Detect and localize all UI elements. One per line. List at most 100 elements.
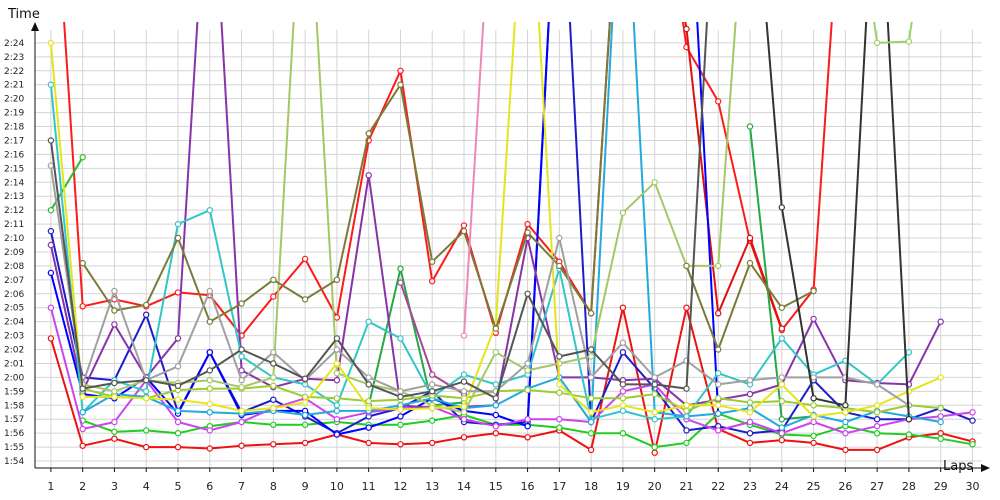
data-point xyxy=(174,418,182,426)
series-line-14 xyxy=(82,384,941,414)
data-point xyxy=(397,81,404,88)
data-point xyxy=(111,321,118,328)
x-tick-label: 15 xyxy=(489,480,503,493)
x-tick-label: 19 xyxy=(616,480,630,493)
x-tick-label: 22 xyxy=(711,480,725,493)
data-point xyxy=(778,436,786,444)
y-tick-label: 2:01 xyxy=(4,359,24,369)
data-point xyxy=(810,374,817,381)
data-point xyxy=(47,227,55,235)
data-point xyxy=(715,310,722,317)
data-point xyxy=(937,435,944,442)
data-point xyxy=(270,276,277,283)
data-point xyxy=(397,413,404,420)
data-point xyxy=(429,404,436,412)
data-point xyxy=(47,81,55,88)
data-point xyxy=(492,402,499,409)
y-tick-label: 1:57 xyxy=(4,415,24,425)
data-point xyxy=(556,234,563,242)
data-point xyxy=(79,425,86,433)
y-tick-label: 1:56 xyxy=(4,429,24,439)
data-point xyxy=(301,421,309,428)
x-tick-label: 29 xyxy=(934,480,948,493)
data-point xyxy=(556,262,563,270)
data-point xyxy=(619,339,627,346)
data-point xyxy=(492,325,499,332)
data-point xyxy=(174,382,182,389)
data-point xyxy=(651,374,658,381)
x-tick-label: 6 xyxy=(206,480,213,493)
y-tick-label: 2:24 xyxy=(4,39,24,49)
y-tick-label: 1:59 xyxy=(4,387,24,397)
data-point xyxy=(111,307,118,314)
data-point xyxy=(238,353,245,360)
data-point xyxy=(47,269,55,277)
y-tick-label: 2:12 xyxy=(4,206,24,216)
data-point xyxy=(429,278,436,285)
x-tick-label: 30 xyxy=(965,480,979,493)
x-tick-label: 27 xyxy=(870,480,884,493)
data-point xyxy=(683,413,690,420)
data-point xyxy=(778,430,786,437)
data-point xyxy=(778,424,786,431)
data-point xyxy=(365,374,372,381)
data-point xyxy=(460,388,468,395)
data-point xyxy=(810,439,817,447)
x-tick-label: 11 xyxy=(362,480,376,493)
data-point xyxy=(301,411,309,419)
data-point xyxy=(810,287,817,295)
y-axis-arrow xyxy=(31,22,39,31)
data-point xyxy=(142,443,150,451)
data-point xyxy=(206,427,213,434)
data-point xyxy=(746,430,754,437)
y-tick-label: 2:20 xyxy=(4,95,24,105)
data-point xyxy=(651,381,658,388)
data-point xyxy=(111,388,118,395)
data-point xyxy=(111,418,118,426)
data-point xyxy=(333,416,341,423)
data-point xyxy=(587,346,595,353)
data-point xyxy=(365,397,372,405)
axes xyxy=(31,22,990,472)
data-point xyxy=(79,153,86,161)
data-point xyxy=(587,353,595,360)
data-point xyxy=(937,418,944,426)
data-point xyxy=(333,370,341,377)
data-point xyxy=(587,395,595,402)
data-point xyxy=(778,304,786,311)
data-point xyxy=(937,404,944,412)
y-tick-labels: 1:54 1:55 1:56 1:57 1:58 1:59 2:00 2:01 2:02 2:03… xyxy=(4,39,24,467)
data-point xyxy=(683,427,690,434)
data-point xyxy=(270,360,277,367)
series-line-21 xyxy=(463,22,485,336)
data-point xyxy=(715,402,722,409)
data-point xyxy=(905,431,913,438)
data-point xyxy=(397,406,404,413)
data-point xyxy=(746,259,754,267)
data-point xyxy=(460,227,468,235)
data-point xyxy=(524,386,531,394)
data-point xyxy=(587,430,595,437)
data-point xyxy=(47,162,55,169)
data-point xyxy=(174,220,182,228)
data-point xyxy=(206,367,213,374)
y-tick-label: 2:03 xyxy=(4,332,24,342)
y-tick-label: 1:58 xyxy=(4,401,24,411)
x-tick-label: 12 xyxy=(393,480,407,493)
data-point xyxy=(683,407,690,415)
series-line-15 xyxy=(82,22,737,414)
data-point xyxy=(683,262,690,270)
data-point xyxy=(47,304,55,311)
data-point xyxy=(746,377,754,384)
data-point xyxy=(301,375,309,382)
data-point xyxy=(873,381,881,388)
data-point xyxy=(619,402,627,409)
data-point xyxy=(365,172,372,179)
data-point xyxy=(810,413,817,420)
data-point xyxy=(270,293,277,300)
data-point xyxy=(524,367,531,374)
data-point xyxy=(746,234,754,242)
y-tick-label: 2:13 xyxy=(4,192,24,202)
x-tick-label: 25 xyxy=(807,480,821,493)
